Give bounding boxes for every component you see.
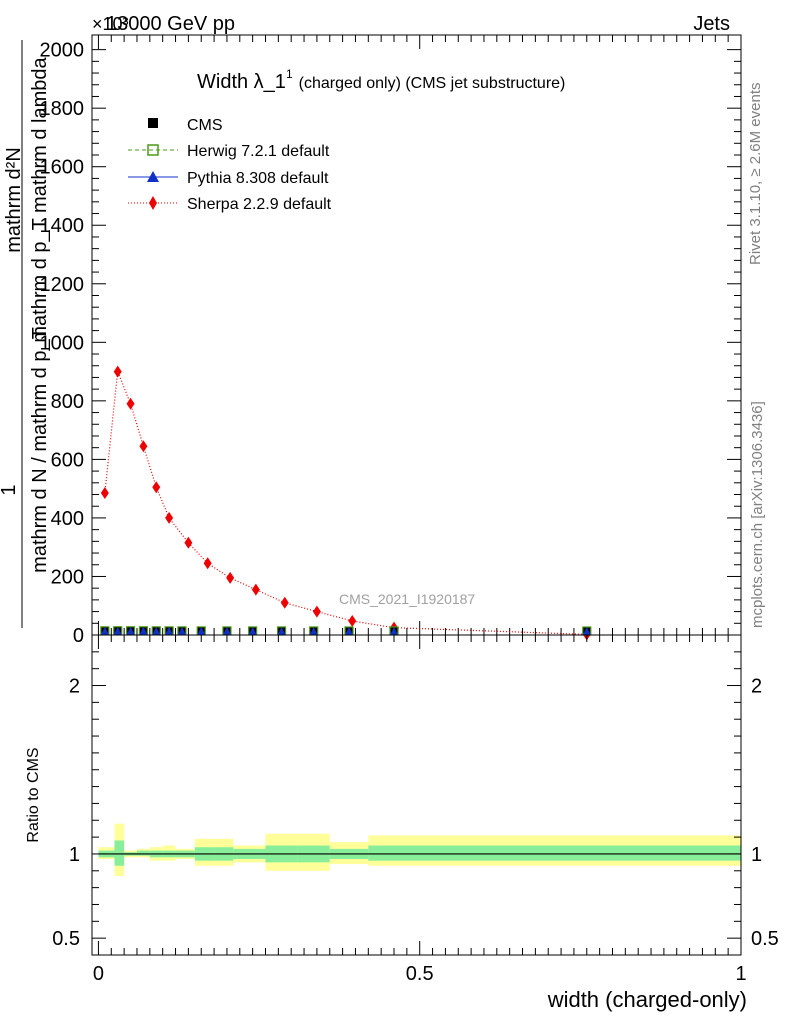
pythia-point <box>222 626 231 635</box>
sherpa-point <box>280 596 289 609</box>
y-tick-label: 1800 <box>40 98 85 120</box>
pythia-point <box>582 626 591 635</box>
legend: CMS Herwig 7.2.1 default Pythia 8.308 de… <box>128 117 332 213</box>
sherpa-point <box>348 614 357 627</box>
sherpa-point <box>100 487 109 500</box>
ratio-x-axis: 0 0.5 1 <box>93 635 747 985</box>
pythia-point <box>100 626 109 635</box>
side-labels: Rivet 3.1.10, ≥ 2.6M events mcplots.cern… <box>747 83 766 629</box>
pythia-point <box>165 626 174 635</box>
y-tick-label: 1400 <box>40 215 85 237</box>
x-tick-label: 0.5 <box>406 963 434 985</box>
y-tick-label: 1200 <box>40 274 85 296</box>
y-tick-label: 1000 <box>40 332 85 354</box>
header: ×10³ 13000 GeV pp Jets <box>92 13 730 35</box>
ylabel-top2: mathrm d p_T mathrm d lambda <box>29 56 51 342</box>
sherpa-point <box>113 365 122 378</box>
watermark: CMS_2021_I1920187 <box>339 591 475 607</box>
y-tick-label: 400 <box>51 508 84 530</box>
sherpa-point <box>165 511 174 524</box>
ratio-y-axis: 0.5 0.5 1 1 2 2 <box>52 651 779 950</box>
pythia-point <box>177 626 186 635</box>
pythia-point <box>390 626 399 635</box>
sherpa-point <box>312 605 321 618</box>
ratio-band-green <box>368 845 741 861</box>
y-tick-label: 600 <box>51 449 84 471</box>
ylabel-top: mathrm d²N <box>3 147 25 253</box>
main-y-axis: 0 200 400 600 800 1000 1200 1400 1600 1800 2000 <box>40 40 741 647</box>
exponent-label: ×10³ <box>92 14 129 34</box>
sherpa-point <box>251 583 260 596</box>
pythia-point <box>197 626 206 635</box>
pythia-point <box>152 626 161 635</box>
legend-pythia-marker <box>147 171 159 182</box>
ratio-y-tick-label: 2 <box>69 676 80 698</box>
main-x-axis <box>97 35 742 635</box>
legend-sherpa-marker <box>149 196 157 210</box>
sherpa-line <box>104 371 587 636</box>
pythia-point <box>113 626 122 635</box>
legend-cms-marker <box>148 118 158 128</box>
pythia-point <box>248 626 257 635</box>
ratio-band-green <box>114 840 125 866</box>
legend-cms-label: CMS <box>187 117 223 134</box>
sherpa-point <box>139 440 148 453</box>
title-sup: 1 <box>286 67 293 81</box>
ratio-y-tick-label-right: 2 <box>751 676 762 698</box>
y-tick-label: 200 <box>51 566 84 588</box>
title-rest: (charged only) (CMS jet substructure) <box>299 75 566 92</box>
mcplots-label: mcplots.cern.ch [arXiv:1306.3436] <box>749 401 766 628</box>
rivet-label: Rivet 3.1.10, ≥ 2.6M events <box>747 83 764 266</box>
beam-label: 13000 GeV pp <box>106 13 235 35</box>
y-tick-label: 1600 <box>40 157 85 179</box>
pythia-point <box>277 626 286 635</box>
series-cms <box>100 626 592 636</box>
pythia-point <box>345 626 354 635</box>
y-tick-label: 0 <box>73 625 84 647</box>
main-y-label: mathrm d²N mathrm d p_T mathrm d lambda … <box>0 40 51 628</box>
title-main: Width λ_1 <box>197 71 286 93</box>
ylabel-one: 1 <box>0 484 20 495</box>
x-tick-label: 0 <box>93 963 104 985</box>
x-axis-label: width (charged-only) <box>547 987 747 1012</box>
chart-title: Width λ_11 (charged only) (CMS jet substr… <box>197 67 565 93</box>
ratio-band-green <box>136 850 150 856</box>
series-sherpa <box>100 365 591 641</box>
ratio-frame <box>91 634 742 956</box>
ratio-panel: 0.5 0.51 12 2 0 0.5 1 Ratio to CMS width (cha… <box>25 634 779 1012</box>
ratio-y-tick-label: 0.5 <box>52 928 80 950</box>
sherpa-point <box>126 397 135 410</box>
y-tick-label: 2000 <box>40 40 85 62</box>
pythia-point <box>309 626 318 635</box>
y-tick-label: 800 <box>51 391 84 413</box>
x-tick-label: 1 <box>735 963 746 985</box>
ratio-y-tick-label-right: 0.5 <box>751 928 779 950</box>
legend-pythia-label: Pythia 8.308 default <box>187 170 329 187</box>
legend-herwig-marker <box>147 144 159 156</box>
ratio-bands <box>98 823 741 876</box>
main-panel: 0 200 400 600 800 1000 1200 1400 1600 1800 2000 Wi… <box>40 34 742 647</box>
sherpa-point <box>152 481 161 494</box>
ratio-ylabel: Ratio to CMS <box>25 747 42 842</box>
sherpa-point <box>226 571 235 584</box>
ratio-y-tick-label-right: 1 <box>751 844 762 866</box>
ratio-y-tick-label: 1 <box>69 844 80 866</box>
sherpa-point <box>203 557 212 570</box>
ylabel-bottom: mathrm d N / mathrm d p_T <box>29 327 51 573</box>
pythia-point <box>139 626 148 635</box>
pythia-point <box>126 626 135 635</box>
sherpa-point <box>184 536 193 549</box>
legend-sherpa-label: Sherpa 2.2.9 default <box>187 196 332 213</box>
jets-label: Jets <box>693 13 730 35</box>
legend-herwig-label: Herwig 7.2.1 default <box>187 143 330 160</box>
